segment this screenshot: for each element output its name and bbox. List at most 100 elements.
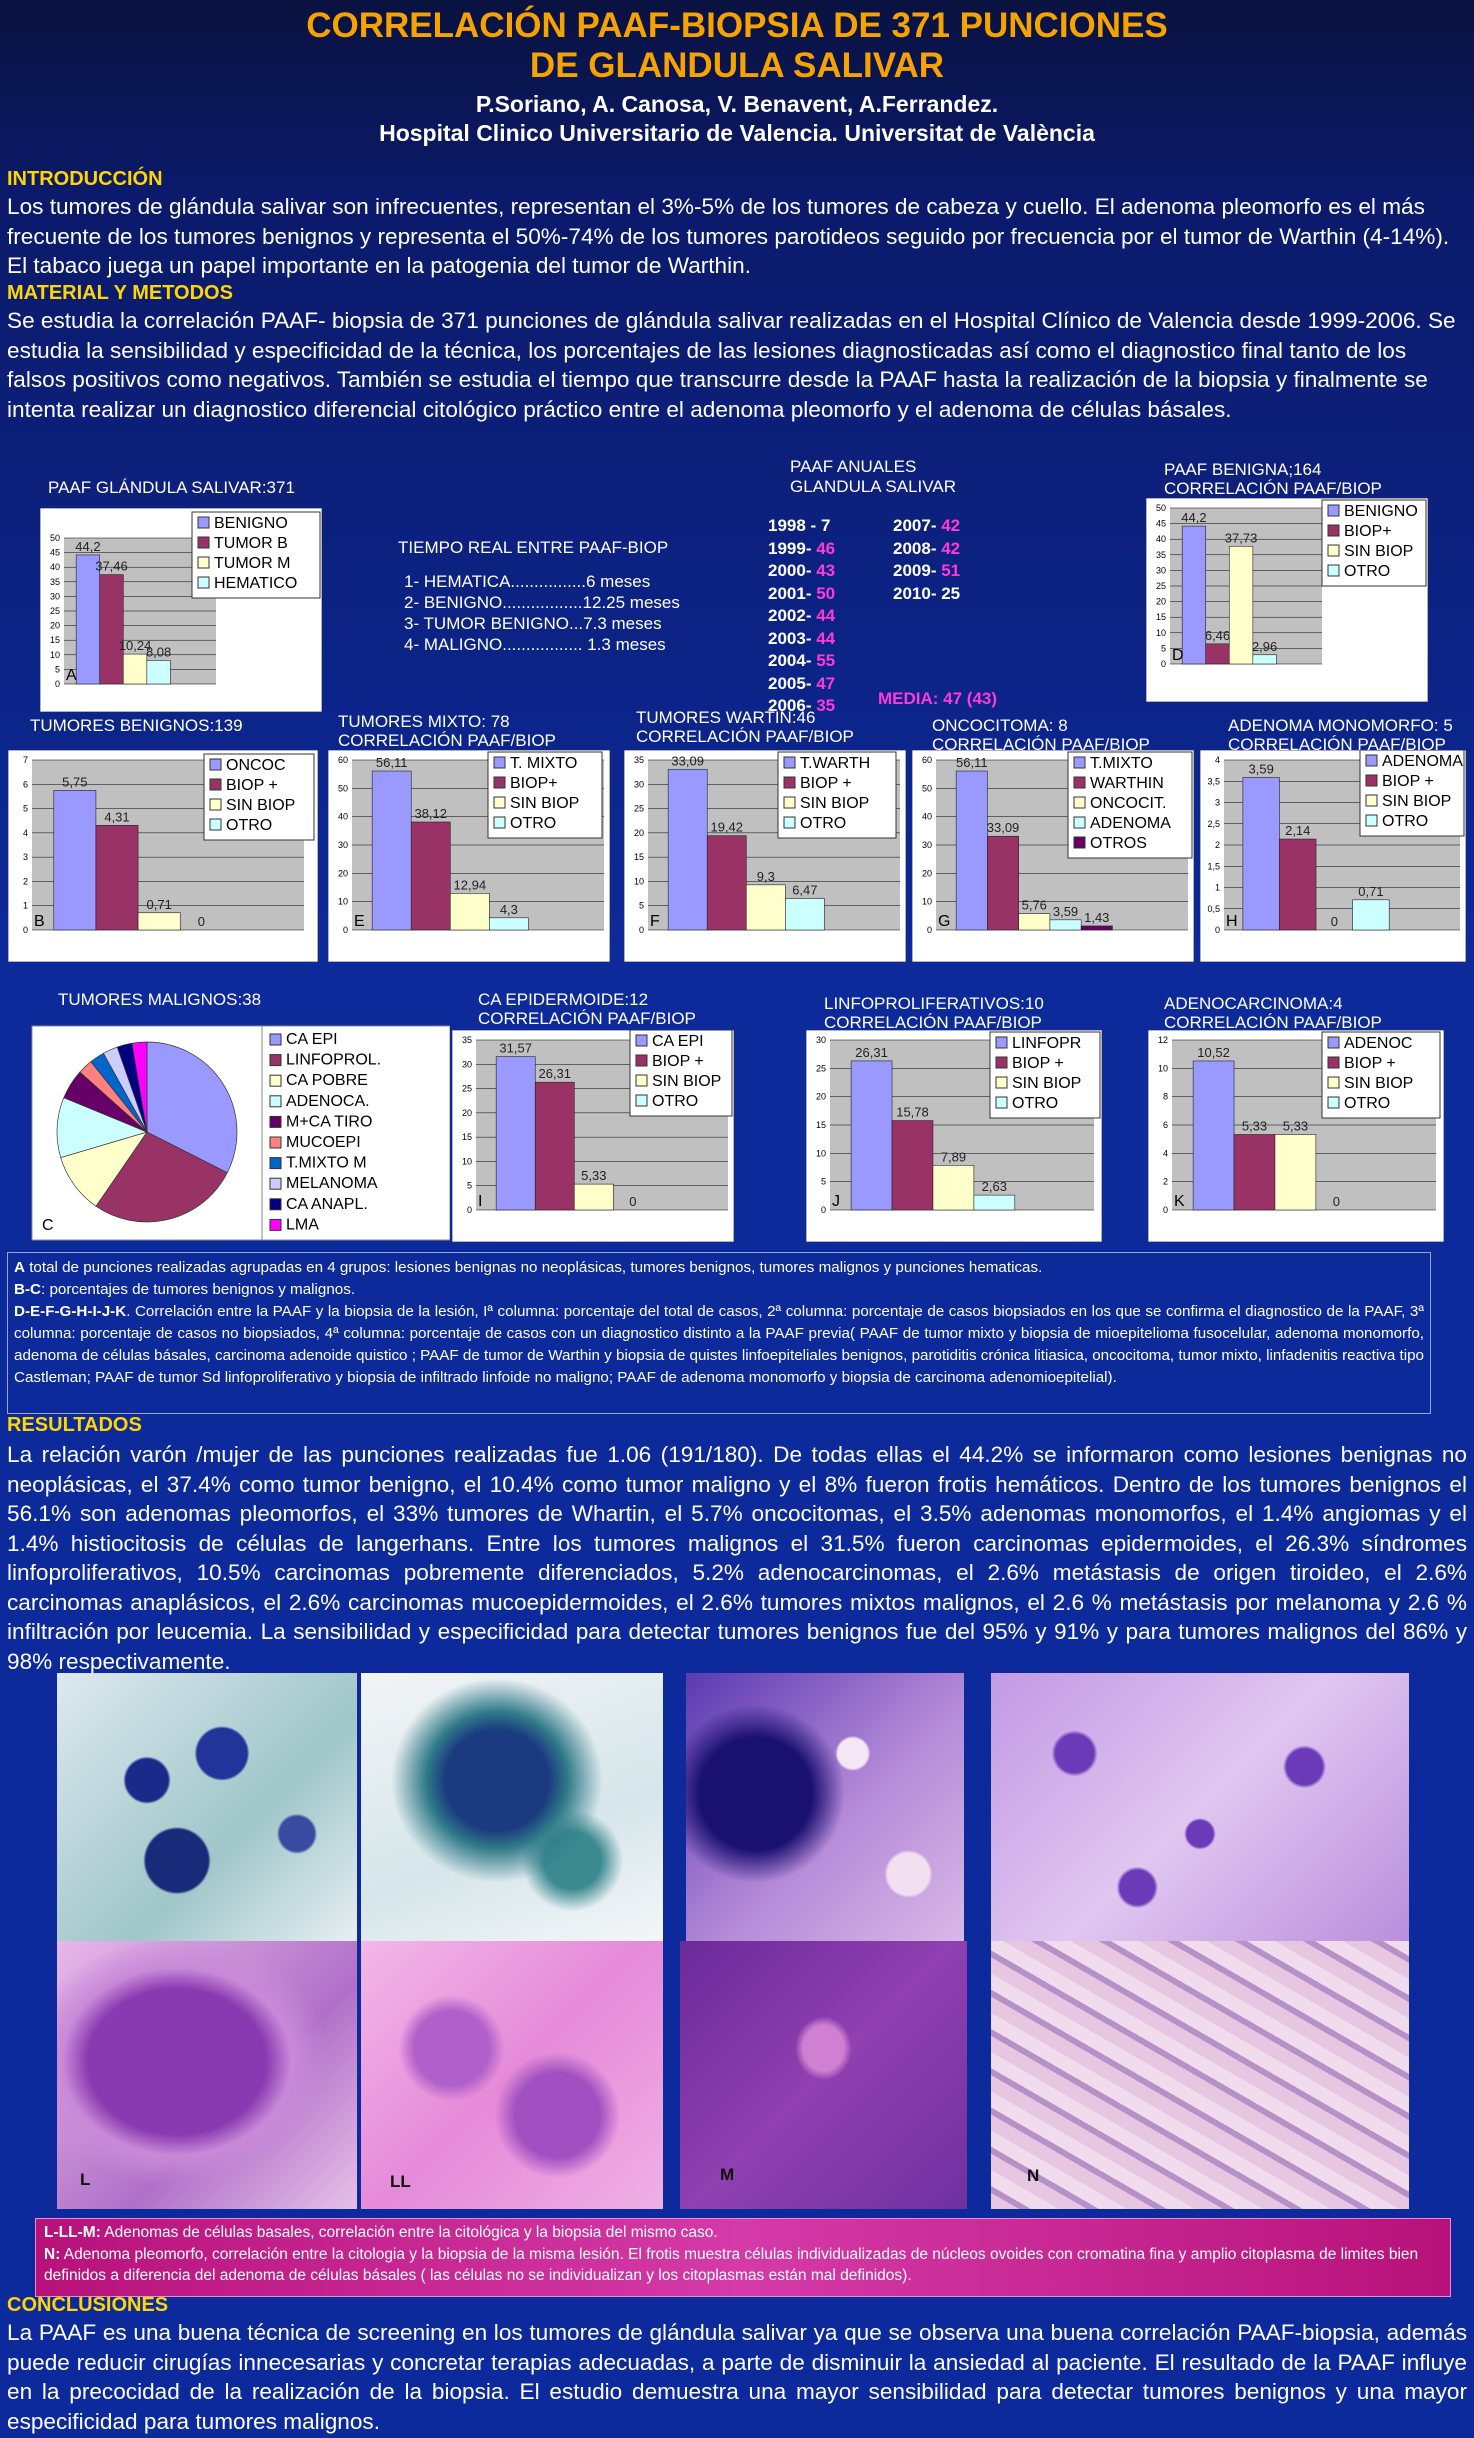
legend-swatch xyxy=(1327,1036,1340,1049)
photo-caption: L-LL-M: Adenomas de células basales, cor… xyxy=(35,2218,1451,2297)
bar-1 xyxy=(99,574,124,685)
chart-D: 0 5 10 15 20 25 30 35 40 45 50 44,2 6,46 37,73 2,96 BEN… xyxy=(1146,498,1428,702)
y-tick-label: 25 xyxy=(634,804,644,814)
y-tick-label: 3 xyxy=(1215,798,1220,808)
legend-swatch xyxy=(1073,816,1086,829)
bar-value-label: 26,31 xyxy=(538,1066,571,1081)
legend-swatch xyxy=(995,1056,1008,1069)
bar-value-label: 3,59 xyxy=(1053,904,1078,919)
legend-label: OTRO xyxy=(1344,563,1390,580)
legend-label: OTRO xyxy=(800,815,846,832)
y-tick-label: 0 xyxy=(55,679,60,689)
y-tick-label: 0,5 xyxy=(1207,904,1220,914)
legend-swatch xyxy=(1073,796,1086,809)
y-tick-label: 6 xyxy=(23,779,28,789)
results-heading: RESULTADOS xyxy=(7,1414,142,1436)
legend-label: OTRO xyxy=(510,815,556,832)
legend-label: BIOP + xyxy=(1012,1055,1064,1072)
chart-G: 0 10 20 30 40 50 60 56,11 33,09 5,76 3,59 1,43 T.MIX… xyxy=(912,750,1194,962)
chart-title-G: ONCOCITOMA: 8 xyxy=(932,716,1068,735)
chart-title-A: PAAF GLÁNDULA SALIVAR:371 xyxy=(48,478,295,497)
legend-swatch xyxy=(1365,774,1378,787)
legend-label: SIN BIOP xyxy=(1012,1075,1081,1092)
y-tick-label: 4 xyxy=(1163,1148,1168,1158)
bar-2 xyxy=(573,1183,614,1211)
legend-swatch xyxy=(493,816,506,829)
legend-box xyxy=(487,751,603,839)
bar-1 xyxy=(1233,1134,1276,1211)
bar-value-label: 38,12 xyxy=(414,806,447,821)
bar-value-label: 5,76 xyxy=(1022,898,1047,913)
chart-subtitle-K: CORRELACIÓN PAAF/BIOP xyxy=(1164,1013,1382,1032)
legend-label: LINFOPROL. xyxy=(286,1052,381,1069)
methods-heading: MATERIAL Y METODOS xyxy=(7,282,233,304)
bar-value-label: 44,2 xyxy=(75,539,100,554)
y-tick-label: 40 xyxy=(338,812,348,822)
legend-swatch xyxy=(269,1033,282,1046)
bar-2 xyxy=(449,893,490,931)
y-tick-label: 35 xyxy=(462,1035,472,1045)
chart-subtitle-I: CORRELACIÓN PAAF/BIOP xyxy=(478,1009,696,1028)
legend-label: CA EPI xyxy=(286,1031,338,1048)
y-tick-label: 4 xyxy=(23,828,28,838)
y-tick-label: 20 xyxy=(816,1092,826,1102)
tiempo-title: TIEMPO REAL ENTRE PAAF-BIOP xyxy=(398,538,669,557)
tiempo-item: 3- TUMOR BENIGNO...7.3 meses xyxy=(404,614,662,633)
legend-label: SIN BIOP xyxy=(510,795,579,812)
results-text: La relación varón /mujer de las puncione… xyxy=(7,1442,1467,1674)
chart-letter: A xyxy=(66,667,77,684)
bar-2 xyxy=(1274,1134,1317,1211)
y-tick-label: 40 xyxy=(922,812,932,822)
bar-value-label: 0 xyxy=(198,914,205,929)
y-tick-label: 25 xyxy=(50,606,60,616)
bar-value-label: 2,96 xyxy=(1252,639,1277,654)
y-tick-label: 10 xyxy=(922,897,932,907)
chart-letter: K xyxy=(1174,1193,1185,1210)
bar-value-label: 37,46 xyxy=(95,559,128,574)
bar-3 xyxy=(1252,654,1277,665)
bar-value-label: 19,42 xyxy=(710,820,743,835)
bar-value-label: 10,24 xyxy=(119,638,152,653)
y-tick-label: 50 xyxy=(50,533,60,543)
chart-subtitle-G: CORRELACIÓN PAAF/BIOP xyxy=(932,735,1150,754)
legend-swatch xyxy=(269,1054,282,1067)
bar-0 xyxy=(1181,525,1207,665)
legend-label: CA EPI xyxy=(652,1033,704,1050)
legend-box xyxy=(1321,1031,1441,1119)
legend-swatch xyxy=(269,1157,282,1170)
legend-swatch xyxy=(493,796,506,809)
legend-label: OTRO xyxy=(652,1093,698,1110)
figure-caption: A total de punciones realizadas agrupada… xyxy=(7,1252,1431,1414)
bar-3 xyxy=(1049,919,1082,931)
authors: P.Soriano, A. Canosa, V. Benavent, A.Fer… xyxy=(475,91,999,117)
legend-swatch xyxy=(1365,814,1378,827)
y-tick-label: 40 xyxy=(50,562,60,572)
bar-value-label: 56,11 xyxy=(956,755,988,770)
y-tick-label: 30 xyxy=(816,1035,826,1045)
legend-label: SIN BIOP xyxy=(1344,543,1413,560)
y-tick-label: 6 xyxy=(1163,1120,1168,1130)
micrograph-cyto-1 xyxy=(57,1673,357,1941)
y-tick-label: 25 xyxy=(462,1084,472,1094)
bar-value-label: 15,78 xyxy=(896,1105,929,1120)
legend-swatch xyxy=(269,1095,282,1108)
chart-letter: B xyxy=(34,913,45,930)
bar-value-label: 0 xyxy=(1331,914,1338,929)
bar-3 xyxy=(973,1194,1016,1211)
conclusions-text: La PAAF es una buena técnica de screenin… xyxy=(7,2320,1467,2434)
bar-1 xyxy=(95,825,139,931)
bar-1 xyxy=(1279,838,1317,931)
y-tick-label: 50 xyxy=(338,783,348,793)
bar-value-label: 31,57 xyxy=(499,1041,532,1056)
legend-swatch xyxy=(1327,524,1340,537)
chart-I: 0 5 10 15 20 25 30 35 31,57 26,31 5,33 0 CA EPI BIOP … xyxy=(452,1030,734,1242)
legend-label: TUMOR B xyxy=(214,535,288,552)
legend-swatch xyxy=(1327,504,1340,517)
legend-label: T.MIXTO xyxy=(1090,755,1153,772)
y-tick-label: 30 xyxy=(1156,565,1166,575)
y-tick-label: 30 xyxy=(338,840,348,850)
legend-swatch xyxy=(197,556,210,569)
bar-0 xyxy=(667,768,708,931)
chart-title-H: ADENOMA MONOMORFO: 5 xyxy=(1228,716,1453,735)
chart-F: 0 5 10 15 20 25 30 35 33,09 19,42 9,3 6,47 T.WARTH BI… xyxy=(624,750,906,962)
